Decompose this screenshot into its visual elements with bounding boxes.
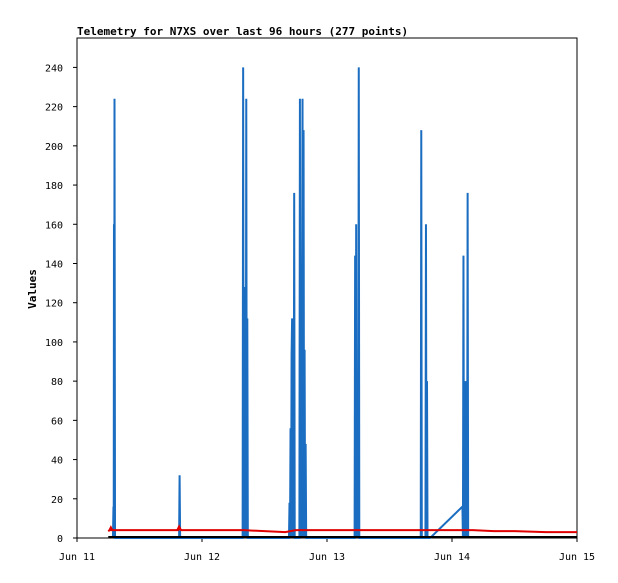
red-series-marker bbox=[176, 524, 183, 531]
y-tick-label: 20 bbox=[51, 495, 63, 506]
x-tick-label: Jun 13 bbox=[309, 552, 345, 563]
chart-title: Telemetry for N7XS over last 96 hours (2… bbox=[77, 25, 408, 38]
y-tick-label: 120 bbox=[45, 299, 63, 310]
y-tick-label: 0 bbox=[57, 534, 63, 545]
series-layer bbox=[107, 67, 577, 539]
y-tick-label: 160 bbox=[45, 220, 63, 231]
y-tick-label: 220 bbox=[45, 103, 63, 114]
x-axis: Jun 11 Jun 12 Jun 13 Jun 14 Jun 15 bbox=[59, 538, 595, 563]
red-series-marker bbox=[107, 525, 114, 532]
y-tick-label: 40 bbox=[51, 456, 63, 467]
y-axis: 0 20 40 60 80 100 120 140 160 180 200 220 240 bbox=[45, 63, 77, 545]
red-series-line bbox=[107, 526, 577, 534]
x-tick-label: Jun 12 bbox=[184, 552, 220, 563]
x-tick-label: Jun 14 bbox=[434, 552, 470, 563]
x-tick-label: Jun 11 bbox=[59, 552, 95, 563]
y-tick-label: 180 bbox=[45, 181, 63, 192]
y-tick-label: 240 bbox=[45, 63, 63, 74]
y-tick-label: 60 bbox=[51, 416, 63, 427]
y-tick-label: 80 bbox=[51, 377, 63, 388]
y-tick-label: 100 bbox=[45, 338, 63, 349]
y-tick-label: 200 bbox=[45, 142, 63, 153]
y-tick-label: 140 bbox=[45, 259, 63, 270]
y-axis-label: Values bbox=[26, 269, 39, 309]
plot-area bbox=[76, 37, 578, 539]
x-tick-label: Jun 15 bbox=[559, 552, 595, 563]
